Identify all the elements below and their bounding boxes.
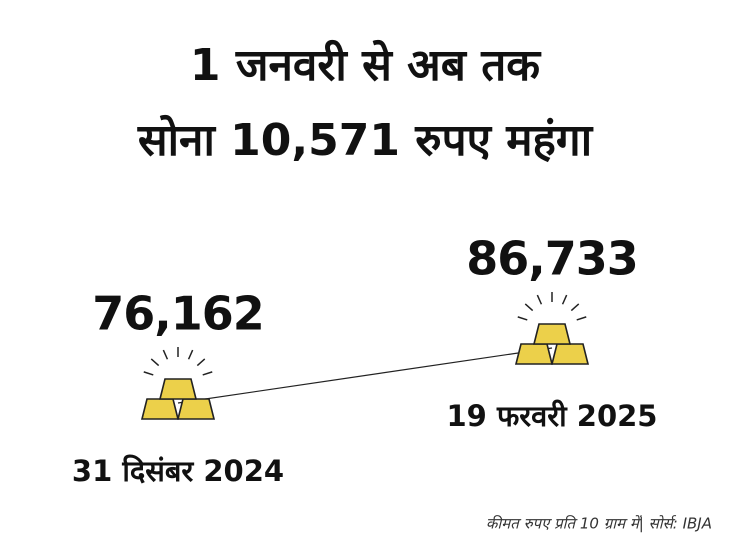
ray — [202, 371, 213, 376]
ray — [162, 349, 169, 360]
value-label: 86,733 — [466, 232, 638, 286]
ray — [561, 294, 568, 305]
gold-icon — [140, 347, 216, 420]
ray — [576, 316, 587, 321]
ray — [524, 303, 534, 312]
gold-bar — [140, 398, 180, 420]
ray — [536, 294, 543, 305]
gold-icon — [514, 292, 590, 365]
gold-bar — [158, 378, 198, 400]
connector-line — [177, 347, 553, 404]
chart-subtitle: सोना 10,571 रुपए महंगा — [137, 114, 594, 166]
gold-bar — [514, 343, 554, 365]
gold-bar — [176, 398, 216, 420]
ray — [517, 316, 528, 321]
gold-bar — [532, 323, 572, 345]
ray — [143, 371, 154, 376]
date-label: 31 दिसंबर 2024 — [72, 454, 284, 488]
value-label: 76,162 — [92, 287, 264, 341]
ray — [187, 349, 194, 360]
ray — [570, 303, 580, 312]
ray — [196, 358, 206, 367]
source-note: कीमत रुपए प्रति 10 ग्राम में| सोर्स: IBJ… — [486, 515, 712, 533]
chart-title: 1 जनवरी से अब तक — [190, 39, 542, 91]
ray — [150, 358, 160, 367]
date-label: 19 फरवरी 2025 — [447, 399, 658, 433]
gold-bar — [550, 343, 590, 365]
